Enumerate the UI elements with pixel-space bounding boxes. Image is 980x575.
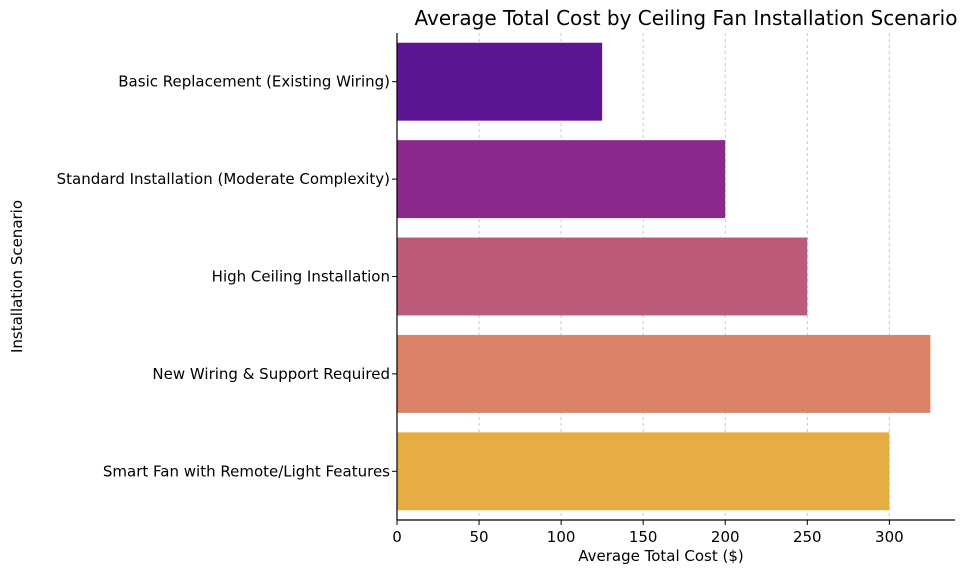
x-axis-title: Average Total Cost ($) xyxy=(578,547,744,565)
x-tick-label: 300 xyxy=(875,528,904,546)
x-axis-ticks: 0 50 100 150 200 250 300 xyxy=(392,520,904,546)
y-axis-title: Installation Scenario xyxy=(8,200,26,353)
x-tick-label: 0 xyxy=(392,528,402,546)
bar xyxy=(397,432,890,511)
x-tick-label: 150 xyxy=(629,528,658,546)
category-label: Standard Installation (Moderate Complexi… xyxy=(57,170,390,188)
category-labels: Basic Replacement (Existing Wiring) Stand… xyxy=(57,73,397,480)
x-tick-label: 50 xyxy=(470,528,489,546)
x-tick-label: 250 xyxy=(793,528,822,546)
category-label: New Wiring & Support Required xyxy=(152,365,390,383)
category-label: Smart Fan with Remote/Light Features xyxy=(103,462,390,480)
x-tick-label: 100 xyxy=(547,528,576,546)
bar xyxy=(397,42,603,121)
bars xyxy=(397,42,931,511)
bar xyxy=(397,140,726,219)
category-label: Basic Replacement (Existing Wiring) xyxy=(118,73,390,91)
category-label: High Ceiling Installation xyxy=(212,268,390,286)
bar xyxy=(397,237,808,316)
bar xyxy=(397,334,931,413)
x-tick-label: 200 xyxy=(711,528,740,546)
chart-title: Average Total Cost by Ceiling Fan Instal… xyxy=(415,6,958,30)
